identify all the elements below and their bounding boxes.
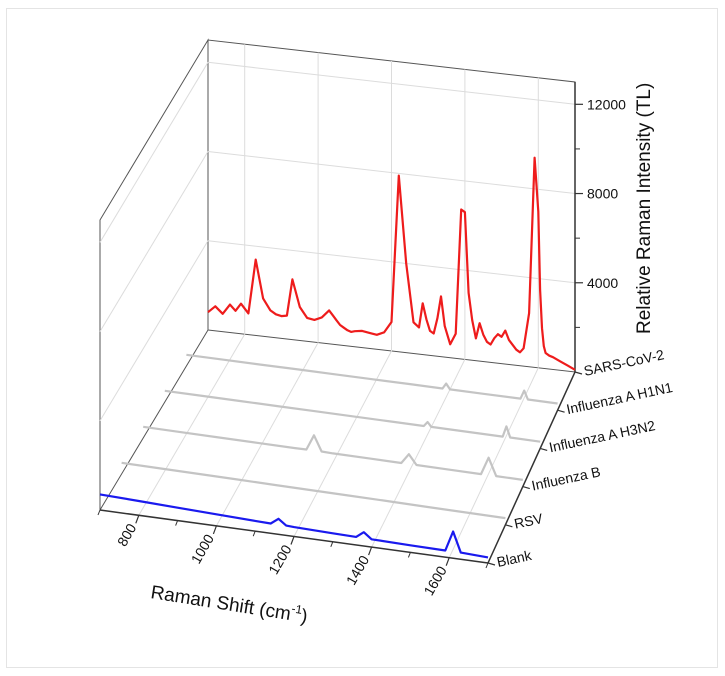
- x-tick-label-0: 800: [114, 521, 140, 549]
- x-axis-title-superscript: -1: [291, 601, 304, 617]
- chart-gridlines: [99, 44, 576, 558]
- x-minor-tick: [485, 562, 489, 569]
- back-grid-z-2: [207, 61, 576, 105]
- depth-tick-5: [487, 562, 496, 566]
- floor-grid-x-3: [371, 359, 466, 548]
- chart-frame: [6, 8, 718, 668]
- floor-grid-x-2: [293, 350, 392, 537]
- z-tick-label-1: 8000: [587, 186, 618, 202]
- depth-axis-line: [487, 371, 576, 564]
- x-tick-label-3: 1400: [343, 552, 373, 587]
- series-label-5: Blank: [495, 547, 534, 570]
- series-label-2: Influenza A H3N2: [547, 417, 656, 455]
- back-grid-z-0: [207, 240, 576, 284]
- x-minor-tick: [330, 541, 334, 547]
- back-grid-z-1: [207, 151, 576, 195]
- series-lines: [99, 156, 576, 559]
- floor-grid-x-0: [138, 333, 246, 516]
- depth-tick-0: [574, 371, 583, 375]
- series-line-1: [186, 353, 558, 405]
- x-minor-tick: [252, 531, 256, 537]
- side-grid-z-2: [99, 62, 209, 243]
- x-tick-label-1: 1000: [188, 531, 218, 566]
- series-line-4: [121, 461, 506, 520]
- depth-tick-2: [540, 447, 548, 451]
- series-label-3: Influenza B: [530, 463, 602, 493]
- z-tick-label-2: 12000: [587, 96, 626, 112]
- side-grid-z-0: [99, 240, 209, 422]
- left-wall: [99, 38, 209, 512]
- depth-tick-3: [522, 486, 530, 490]
- series-line-0: [207, 156, 576, 371]
- depth-tick-1: [557, 409, 565, 413]
- x-tick-mark-1: [212, 525, 217, 535]
- x-axis-title: Raman Shift (cm-1): [149, 579, 309, 627]
- x-tick-label-4: 1600: [420, 563, 450, 598]
- series-line-2: [164, 389, 541, 443]
- x-tick-label-2: 1200: [265, 542, 295, 577]
- x-minor-tick: [175, 520, 179, 526]
- series-line-5: [99, 493, 489, 559]
- series-label-1: Influenza A H1N1: [565, 379, 674, 417]
- x-minor-tick: [407, 552, 411, 558]
- x-tick-mark-0: [135, 515, 140, 524]
- series-label-4: RSV: [513, 510, 545, 532]
- x-tick-mark-4: [445, 557, 450, 566]
- z-axis-title: Relative Raman Intensity (TL): [634, 83, 655, 334]
- floor-grid-x-1: [215, 342, 319, 527]
- series-label-0: SARS-CoV-2: [582, 346, 665, 379]
- series-line-3: [143, 425, 523, 481]
- chart-axes: [97, 82, 583, 569]
- x-minor-tick: [97, 509, 101, 516]
- x-tick-mark-3: [368, 546, 373, 556]
- depth-tick-4: [505, 524, 513, 528]
- side-grid-z-1: [99, 151, 209, 332]
- floor-grid-x-4: [448, 367, 539, 558]
- x-tick-mark-2: [290, 536, 295, 545]
- z-tick-label-0: 4000: [587, 275, 618, 291]
